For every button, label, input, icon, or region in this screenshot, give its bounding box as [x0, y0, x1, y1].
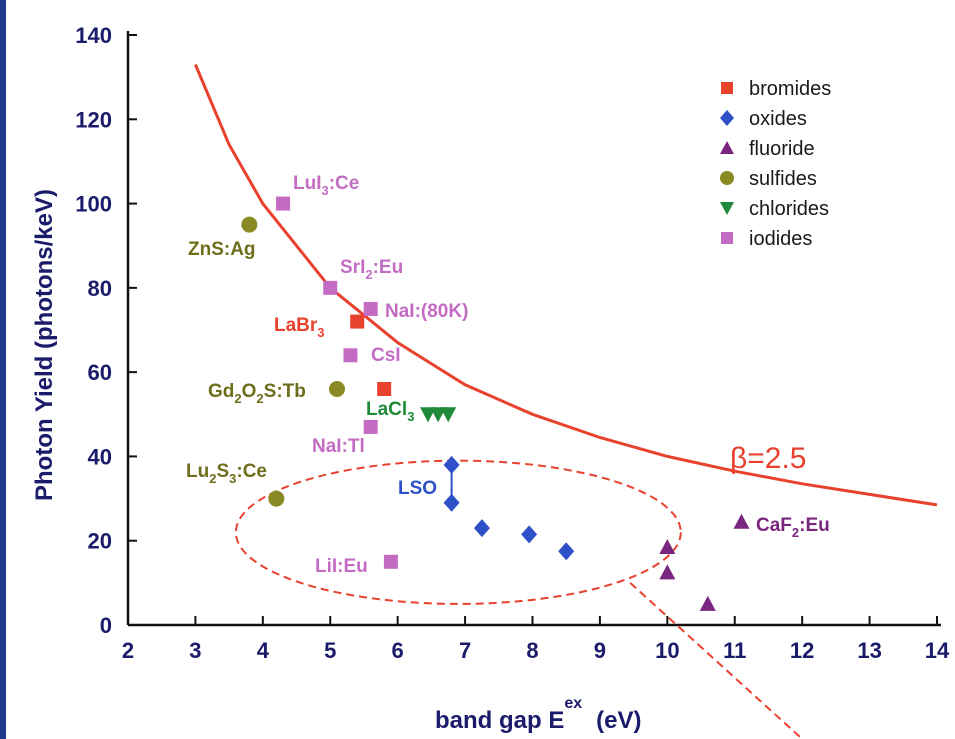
data-points	[241, 196, 750, 611]
beta-curve-line	[194, 63, 938, 507]
bromides-point	[350, 314, 365, 329]
fluoride-point	[699, 595, 716, 611]
oxides-point	[443, 493, 460, 512]
y-tick-label: 140	[75, 23, 112, 48]
legend-marker-fluoride	[720, 141, 734, 154]
x-tick-label: 14	[925, 638, 950, 663]
chlorides-point	[430, 407, 447, 423]
beta-curve-label: β=2.5	[730, 442, 806, 475]
x-tick-label: 9	[594, 638, 606, 663]
legend: bromides oxides fluoride sulfides chlorides i…	[720, 78, 831, 250]
point-label: CaF2:Eu	[756, 515, 830, 540]
highlight-ellipse	[234, 459, 804, 739]
iodides-point	[383, 554, 398, 569]
point-label: NaI:(80K)	[385, 301, 468, 322]
x-axis-title-main: band gap E	[435, 707, 564, 734]
legend-label-bromides: bromides	[749, 78, 831, 100]
point-label: Gd2O2S:Tb	[208, 381, 306, 406]
x-tick-label: 10	[655, 638, 679, 663]
legend-label-sulfides: sulfides	[749, 168, 817, 190]
x-tick-label: 5	[324, 638, 336, 663]
legend-marker-sulfides	[720, 171, 734, 185]
y-tick-label: 40	[88, 444, 112, 469]
point-labels: LuI3:Ce ZnS:Ag SrI2:Eu NaI:(80K) LaBr3 CsI Gd2…	[186, 173, 830, 577]
legend-marker-chlorides	[720, 202, 734, 215]
x-axis-title-sup: ex	[564, 695, 582, 712]
legend-label-chlorides: chlorides	[749, 198, 829, 220]
point-label: LaCl3	[366, 399, 414, 424]
oxides-point	[473, 519, 490, 538]
iodides-point	[323, 280, 338, 295]
chlorides-point	[440, 407, 457, 423]
legend-label-fluoride: fluoride	[749, 138, 815, 160]
y-tick-label: 60	[88, 360, 112, 385]
iodides-point	[343, 348, 358, 363]
bromides-point	[377, 382, 392, 396]
fluoride-point	[659, 564, 676, 580]
fluoride-point	[733, 513, 750, 529]
beta-curve	[194, 63, 938, 507]
legend-label-iodides: iodides	[749, 228, 812, 250]
y-axis-title: Photon Yield (photons/keV)	[31, 189, 58, 501]
oxides-point	[443, 455, 460, 474]
x-axis-title-unit: (eV)	[596, 707, 641, 734]
fluoride-point	[659, 539, 676, 555]
x-tick-label: 4	[257, 638, 270, 663]
x-tick-label: 6	[392, 638, 404, 663]
y-tick-label: 120	[75, 107, 112, 132]
left-border-bar	[0, 0, 6, 739]
iodides-point	[363, 419, 378, 434]
y-tick-label: 20	[88, 529, 112, 554]
legend-marker-oxides	[720, 110, 734, 126]
x-tick-label: 11	[723, 638, 746, 663]
iodides-point	[276, 196, 291, 211]
highlight-ellipse-outline	[234, 459, 682, 605]
x-axis-title: band gap Eex (eV)	[435, 695, 641, 734]
x-tick-label: 7	[459, 638, 471, 663]
x-tick-label: 3	[189, 638, 201, 663]
point-label: SrI2:Eu	[340, 257, 403, 282]
legend-label-oxides: oxides	[749, 108, 807, 130]
y-tick-label: 80	[88, 276, 112, 301]
point-label: LSO	[398, 478, 437, 499]
point-label: NaI:Tl	[312, 436, 365, 457]
pointer-line	[629, 582, 804, 739]
y-tick-label: 0	[100, 613, 112, 638]
x-tick-label: 2	[122, 638, 134, 663]
sulfides-point	[268, 490, 285, 507]
y-tick-label: 100	[75, 192, 112, 217]
sulfides-point	[328, 381, 345, 397]
x-tick-label: 12	[790, 638, 814, 663]
chlorides-point	[420, 407, 437, 423]
point-label: LuI3:Ce	[293, 173, 359, 198]
sulfides-point	[241, 216, 258, 233]
legend-marker-iodides	[721, 232, 733, 244]
x-tick-label: 8	[526, 638, 538, 663]
iodides-point	[363, 301, 378, 316]
point-label: ZnS:Ag	[188, 239, 256, 260]
point-label: LiI:Eu	[315, 556, 368, 577]
point-label: Lu2S3:Ce	[186, 461, 267, 486]
point-label: LaBr3	[274, 315, 325, 340]
oxides-point	[521, 525, 538, 544]
x-tick-label: 13	[857, 638, 881, 663]
legend-marker-bromides	[721, 82, 733, 94]
point-label: CsI	[371, 345, 401, 366]
oxides-point	[558, 542, 575, 561]
